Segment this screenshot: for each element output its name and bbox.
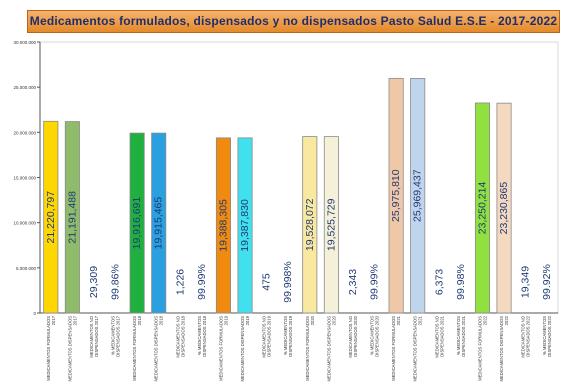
data-label: 21,191,488 xyxy=(66,191,78,244)
data-label: 25,969,437 xyxy=(412,169,424,222)
y-tick-label: 10.000.000 xyxy=(13,221,36,226)
x-tick-label: MEDICAMENTOS NO xyxy=(521,315,526,357)
x-tick-label: DISPENSADOS 2018 xyxy=(180,315,185,356)
x-tick-label: 2021 xyxy=(418,315,423,325)
bar xyxy=(474,102,490,314)
data-label: 99.99% xyxy=(196,264,208,300)
x-tick-label: 2018 xyxy=(159,315,164,325)
bar xyxy=(323,136,339,314)
bar xyxy=(215,137,231,314)
data-label: 2,343 xyxy=(347,269,359,295)
x-tick-label: DISPENSADOS 2017 xyxy=(116,315,121,356)
x-tick-label: MEDICAMENTOS FORMULADOS xyxy=(218,316,223,381)
x-tick-label: MEDICAMENTOS DISPENSADOS xyxy=(326,316,331,382)
x-tick-label: 2020 xyxy=(310,315,315,325)
x-tick-label: DISPENSADOS 2018 xyxy=(202,315,207,356)
x-tick-label: MEDICAMENTOS NO xyxy=(434,315,439,357)
x-tick-label: MEDICAMENTOS DISPENSADOS xyxy=(154,316,159,382)
data-label: 475 xyxy=(261,273,273,291)
x-tick-label: 2019 xyxy=(245,315,250,325)
data-label: 19,388,305 xyxy=(217,199,229,252)
x-tick-label: MEDICAMENTOS DISPENSADOS xyxy=(499,316,504,382)
bar xyxy=(388,77,404,314)
x-tick-label: DISPENSADOS 2017 xyxy=(94,315,99,356)
data-label: 99.92% xyxy=(541,264,553,300)
x-tick-label: MEDICAMENTOS NO xyxy=(89,315,94,357)
x-tick-label: 2021 xyxy=(396,315,401,325)
bar xyxy=(410,78,426,314)
data-label: 19,349 xyxy=(520,266,532,298)
data-label: 99.86% xyxy=(110,264,122,300)
x-tick-label: MEDICAMENTOS FORMULADOS xyxy=(391,316,396,381)
x-tick-label: % MEDICAMENTOS xyxy=(370,316,375,355)
bar xyxy=(496,102,512,314)
data-label: 25,975,810 xyxy=(390,169,402,222)
x-tick-label: DISPENSADOS 2020 xyxy=(353,315,358,356)
y-tick-label: 25.000.000 xyxy=(13,85,36,90)
data-label: 19,916,691 xyxy=(131,197,143,250)
data-label: 6,373 xyxy=(433,269,445,295)
bar xyxy=(64,121,80,314)
data-label: 21,220,797 xyxy=(45,191,57,244)
bar xyxy=(237,137,253,314)
chart-title-box xyxy=(27,10,560,33)
x-tick-label: MEDICAMENTOS DISPENSADOS xyxy=(240,316,245,382)
y-tick-label: 15.000.000 xyxy=(13,176,36,181)
data-label: 19,528,072 xyxy=(304,198,316,251)
data-label: 29,309 xyxy=(88,266,100,298)
y-tick-label: 5.000.000 xyxy=(16,266,37,271)
bar xyxy=(302,136,318,314)
x-tick-label: MEDICAMENTOS DISPENSADOS xyxy=(67,316,72,382)
x-tick-label: MEDICAMENTOS NO xyxy=(348,315,353,357)
x-tick-label: 2022 xyxy=(482,315,487,325)
x-tick-label: MEDICAMENTOS FORMULADOS xyxy=(305,316,310,381)
x-tick-label: % MEDICAMENTOS xyxy=(111,316,116,355)
x-tick-label: 2017 xyxy=(51,315,56,325)
x-tick-label: MEDICAMENTOS DISPENSADOS xyxy=(413,316,418,382)
x-tick-label: 2019 xyxy=(223,315,228,325)
bar xyxy=(129,132,145,314)
bar xyxy=(151,132,167,314)
x-tick-label: DISPENSADOS 2019 xyxy=(267,315,272,356)
bar xyxy=(43,120,59,314)
data-label: 19,387,830 xyxy=(239,199,251,252)
data-label: 23,250,214 xyxy=(476,182,488,235)
x-tick-label: DISPENSADOS 2020 xyxy=(375,315,380,356)
x-tick-label: % MEDICAMENTOS xyxy=(542,316,547,355)
data-label: 23,230,865 xyxy=(498,182,510,235)
x-tick-label: DISPENSADOS 2019 xyxy=(288,315,293,356)
x-tick-label: % MEDICAMENTOS xyxy=(283,316,288,355)
x-tick-label: MEDICAMENTOS NO xyxy=(262,315,267,357)
y-tick-label: 20.000.000 xyxy=(13,130,36,135)
data-label: 19,915,465 xyxy=(153,197,165,250)
x-tick-label: MEDICAMENTOS FORMULADOS xyxy=(132,316,137,381)
x-tick-label: MEDICAMENTOS NO xyxy=(175,315,180,357)
x-tick-label: 2017 xyxy=(72,315,77,325)
data-label: 99.98% xyxy=(455,264,467,300)
x-tick-label: DISPENSADOS 2022 xyxy=(547,315,552,356)
x-tick-label: % MEDICAMENTOS xyxy=(456,316,461,355)
data-label: 99.998% xyxy=(282,261,294,302)
x-tick-label: DISPENSADOS 2021 xyxy=(439,315,444,356)
x-tick-label: DISPENSADOS 2022 xyxy=(526,315,531,356)
y-tick-label: 30.000.000 xyxy=(13,40,36,45)
x-tick-label: MEDICAMENTOS FORMULADOS xyxy=(46,316,51,381)
x-tick-label: 2020 xyxy=(331,315,336,325)
y-tick-label: 0 xyxy=(33,311,36,316)
x-tick-label: 2022 xyxy=(504,315,509,325)
x-tick-label: DISPENSADOS 2021 xyxy=(461,315,466,356)
data-label: 99.99% xyxy=(369,264,381,300)
chart-title: Medicamentos formulados, dispensados y n… xyxy=(29,14,558,28)
data-label: 19,525,729 xyxy=(325,198,337,251)
data-label: 1,226 xyxy=(174,269,186,295)
x-tick-label: % MEDICAMENTOS xyxy=(197,316,202,355)
x-tick-label: 2018 xyxy=(137,315,142,325)
x-tick-label: MEDICAMENTOS FORMULADOS xyxy=(477,316,482,381)
